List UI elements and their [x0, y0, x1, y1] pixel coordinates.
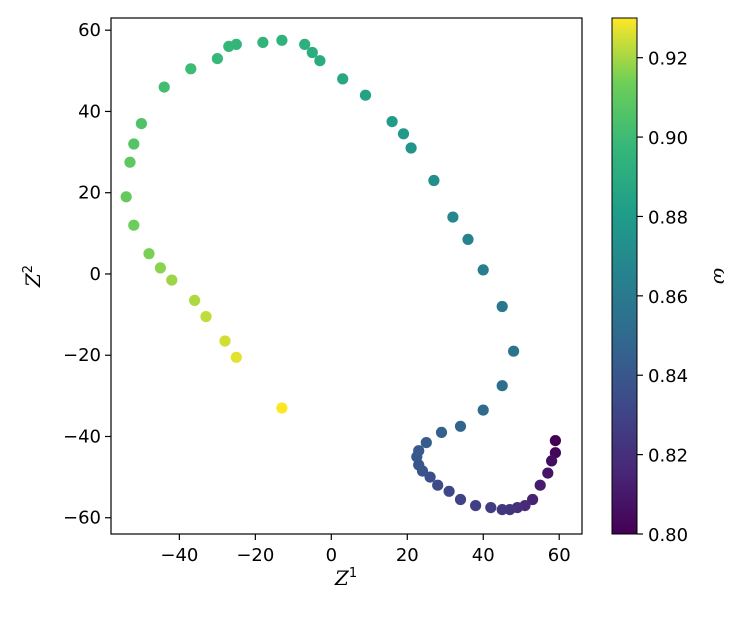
data-point: [496, 300, 508, 313]
data-point: [507, 345, 520, 357]
data-point: [534, 479, 546, 491]
data-point: [185, 63, 197, 75]
data-point: [306, 46, 318, 59]
data-point: [223, 40, 235, 53]
data-point: [542, 467, 554, 479]
x-tick-label: −20: [236, 545, 274, 566]
y-tick-label: −60: [63, 508, 101, 529]
x-tick-label: 40: [472, 545, 495, 566]
data-point: [386, 116, 398, 128]
data-point: [424, 471, 436, 483]
colorbar-tick-label: 0.84: [648, 366, 688, 387]
data-point: [496, 380, 508, 392]
data-point: [219, 335, 231, 347]
data-point: [432, 479, 444, 491]
y-axis: −60 −40 −20 0 20 40 60: [63, 20, 111, 529]
data-point: [470, 500, 482, 512]
data-point: [128, 219, 140, 231]
data-point: [143, 248, 155, 260]
colorbar-label: ω: [709, 268, 733, 284]
x-tick-label: 0: [326, 545, 337, 566]
data-point: [485, 502, 497, 514]
colorbar: [611, 17, 638, 535]
data-point: [454, 420, 467, 432]
colorbar-tick-label: 0.90: [648, 128, 688, 149]
data-point: [462, 233, 474, 245]
data-point: [420, 437, 432, 449]
data-point: [124, 156, 136, 168]
data-point: [546, 455, 558, 467]
y-tick-label: 40: [78, 101, 101, 122]
data-point: [314, 55, 326, 67]
data-point: [200, 311, 212, 323]
data-point: [154, 262, 166, 274]
data-point: [447, 211, 459, 223]
data-point: [299, 38, 311, 51]
data-point: [166, 274, 178, 286]
y-tick-label: 20: [78, 183, 101, 204]
data-point: [276, 402, 288, 414]
data-point: [158, 81, 170, 93]
data-point: [454, 493, 467, 506]
data-point: [337, 73, 349, 85]
data-point: [405, 142, 417, 154]
plot-frame: [110, 17, 583, 535]
colorbar-tick-label: 0.80: [648, 525, 688, 546]
colorbar-tick-label: 0.92: [648, 49, 688, 70]
y-tick-label: 0: [90, 264, 101, 285]
data-point: [135, 118, 147, 130]
colorbar-tick-label: 0.82: [648, 446, 688, 467]
data-point: [128, 138, 140, 150]
data-point: [527, 493, 539, 506]
y-tick-label: −20: [63, 345, 101, 366]
colorbar-ticks: 0.80 0.82 0.84 0.86 0.88 0.90 0.92: [637, 49, 688, 546]
x-tick-label: 60: [548, 545, 571, 566]
x-tick-label: −40: [160, 545, 198, 566]
points-layer: [120, 34, 562, 516]
data-point: [120, 191, 132, 203]
data-point: [230, 351, 242, 363]
x-tick-label: 20: [396, 545, 419, 566]
colorbar-tick-label: 0.86: [648, 287, 688, 308]
data-point: [189, 294, 201, 306]
data-point: [276, 34, 288, 46]
y-axis-label: Z2: [21, 265, 45, 288]
x-axis: −40 −20 0 20 40 60: [160, 534, 571, 566]
y-tick-label: 60: [78, 20, 101, 41]
data-point: [359, 89, 372, 101]
data-point: [397, 128, 410, 140]
data-point: [435, 426, 448, 438]
x-axis-label: Z1: [334, 566, 357, 590]
data-point: [257, 36, 269, 49]
data-point: [443, 485, 455, 497]
data-point: [477, 404, 489, 416]
y-tick-label: −40: [63, 426, 101, 447]
data-point: [413, 445, 425, 457]
colorbar-tick-label: 0.88: [648, 207, 688, 228]
data-point: [211, 53, 223, 65]
data-point: [477, 264, 489, 276]
data-point: [496, 504, 508, 516]
data-point: [549, 435, 562, 447]
data-point: [428, 174, 440, 187]
